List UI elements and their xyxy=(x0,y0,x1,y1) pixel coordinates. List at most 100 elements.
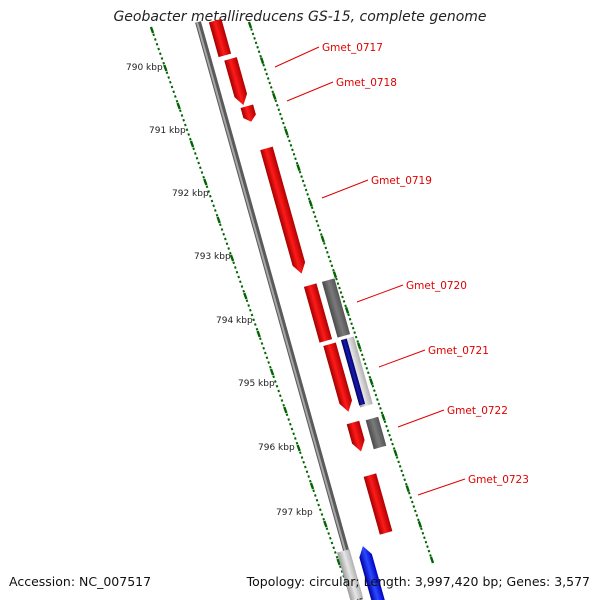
outer-track-minor-tick xyxy=(174,95,177,98)
kbp-tick-label: 790 kbp xyxy=(126,63,163,73)
outer-track-minor-tick xyxy=(277,389,280,393)
inner-track-minor-tick xyxy=(268,81,272,85)
inner-track-minor-tick xyxy=(398,465,402,468)
inner-track-minor-tick xyxy=(306,193,309,196)
inner-track-minor-tick xyxy=(304,188,308,192)
outer-track-minor-tick xyxy=(175,99,179,103)
other-feature xyxy=(359,546,386,600)
gene-leader-line xyxy=(397,409,445,428)
outer-track-minor-tick xyxy=(319,508,322,512)
outer-track-minor-tick xyxy=(312,489,315,493)
inner-track-minor-tick xyxy=(423,536,426,540)
inner-track-minor-tick xyxy=(307,197,311,201)
inner-track-minor-tick xyxy=(417,518,420,522)
kbp-tick-label: 797 kbp xyxy=(276,508,313,518)
inner-track-major-tick xyxy=(381,413,386,421)
inner-track-minor-tick xyxy=(420,527,423,531)
outer-track-minor-tick xyxy=(209,194,212,198)
inner-track-minor-tick xyxy=(424,540,428,544)
outer-track-minor-tick xyxy=(289,422,292,426)
inner-track-minor-tick xyxy=(359,349,363,352)
outer-track-minor-tick xyxy=(315,498,319,502)
gene-label[interactable]: Gmet_0719 xyxy=(371,175,432,187)
outer-track-minor-tick xyxy=(180,114,184,117)
inner-track-minor-tick xyxy=(332,268,335,272)
outer-track-minor-tick xyxy=(252,318,255,322)
inner-track-minor-tick xyxy=(274,99,278,103)
outer-track-minor-tick xyxy=(179,109,182,113)
gene-leader-line xyxy=(356,284,404,303)
outer-track-minor-tick xyxy=(249,308,252,312)
outer-track-major-tick xyxy=(323,520,328,528)
inner-track-minor-tick xyxy=(397,460,400,464)
outer-track-minor-tick xyxy=(340,570,344,573)
feature-layer xyxy=(208,18,393,600)
outer-track-minor-tick xyxy=(254,323,257,326)
kbp-tick-label: 791 kbp xyxy=(149,126,186,136)
inner-track-minor-tick xyxy=(310,206,314,210)
inner-track-minor-tick xyxy=(365,366,369,370)
inner-track-minor-tick xyxy=(379,407,382,410)
inner-track-minor-tick xyxy=(280,117,284,120)
outer-track-major-tick xyxy=(283,406,288,414)
gene-label[interactable]: Gmet_0722 xyxy=(447,405,508,417)
outer-track-minor-tick xyxy=(269,365,272,369)
outer-track-minor-tick xyxy=(247,304,250,307)
kbp-tick-label: 795 kbp xyxy=(238,379,275,389)
inner-track-minor-tick xyxy=(315,219,319,223)
inner-track-minor-tick xyxy=(275,103,279,107)
outer-track-minor-tick xyxy=(215,213,219,217)
inner-track-major-tick xyxy=(332,271,338,279)
outer-track-minor-tick xyxy=(327,532,330,535)
inner-track-minor-tick xyxy=(391,442,394,446)
outer-track-minor-tick xyxy=(162,61,165,65)
inner-track-minor-tick xyxy=(298,170,302,174)
inner-track-minor-tick xyxy=(362,358,366,361)
inner-track-minor-tick xyxy=(385,424,388,428)
outer-track-minor-tick xyxy=(275,384,279,388)
inner-track-major-tick xyxy=(284,128,289,136)
inner-track-minor-tick xyxy=(271,90,275,94)
inner-track-minor-tick xyxy=(313,215,317,219)
gene-label[interactable]: Gmet_0720 xyxy=(406,280,467,292)
gene-leader-line xyxy=(286,81,334,102)
outer-track-minor-tick xyxy=(314,494,317,497)
inner-track-minor-tick xyxy=(301,179,305,183)
inner-track-minor-tick xyxy=(350,322,353,326)
outer-track-major-tick xyxy=(203,178,208,186)
outer-track-minor-tick xyxy=(225,242,229,246)
outer-track-minor-tick xyxy=(242,289,245,293)
gene-label[interactable]: Gmet_0718 xyxy=(336,77,397,89)
inner-track-minor-tick xyxy=(316,224,320,227)
outer-track-minor-tick xyxy=(322,517,325,521)
outer-track-major-tick xyxy=(216,216,221,224)
gene-feature xyxy=(336,549,364,600)
inner-track-major-tick xyxy=(393,449,398,457)
outer-track-minor-tick xyxy=(294,437,297,440)
outer-track-major-tick xyxy=(336,558,341,566)
outer-track-minor-tick xyxy=(305,470,309,474)
gene-label[interactable]: Gmet_0717 xyxy=(322,42,383,54)
outer-track-minor-tick xyxy=(302,460,305,464)
inner-track-major-tick xyxy=(417,520,423,528)
outer-track-minor-tick xyxy=(165,71,169,75)
outer-track-minor-tick xyxy=(210,199,214,203)
inner-track-minor-tick xyxy=(353,331,356,334)
outer-track-minor-tick xyxy=(155,42,159,46)
outer-track-minor-tick xyxy=(182,118,185,122)
outer-track-minor-tick xyxy=(240,285,244,288)
outer-track-minor-tick xyxy=(237,275,240,279)
outer-track-minor-tick xyxy=(184,123,187,127)
outer-track-minor-tick xyxy=(282,403,285,407)
outer-track-minor-tick xyxy=(255,327,259,331)
inner-track-minor-tick xyxy=(368,375,372,379)
outer-track-minor-tick xyxy=(295,441,299,445)
gene-label[interactable]: Gmet_0723 xyxy=(468,474,529,486)
cds-feature xyxy=(323,342,353,412)
outer-track-minor-tick xyxy=(279,394,282,398)
outer-track-major-tick xyxy=(296,444,301,452)
gene-label[interactable]: Gmet_0721 xyxy=(428,345,489,357)
outer-track-minor-tick xyxy=(157,47,160,51)
outer-track-minor-tick xyxy=(219,223,222,227)
inner-track-minor-tick xyxy=(318,228,322,232)
